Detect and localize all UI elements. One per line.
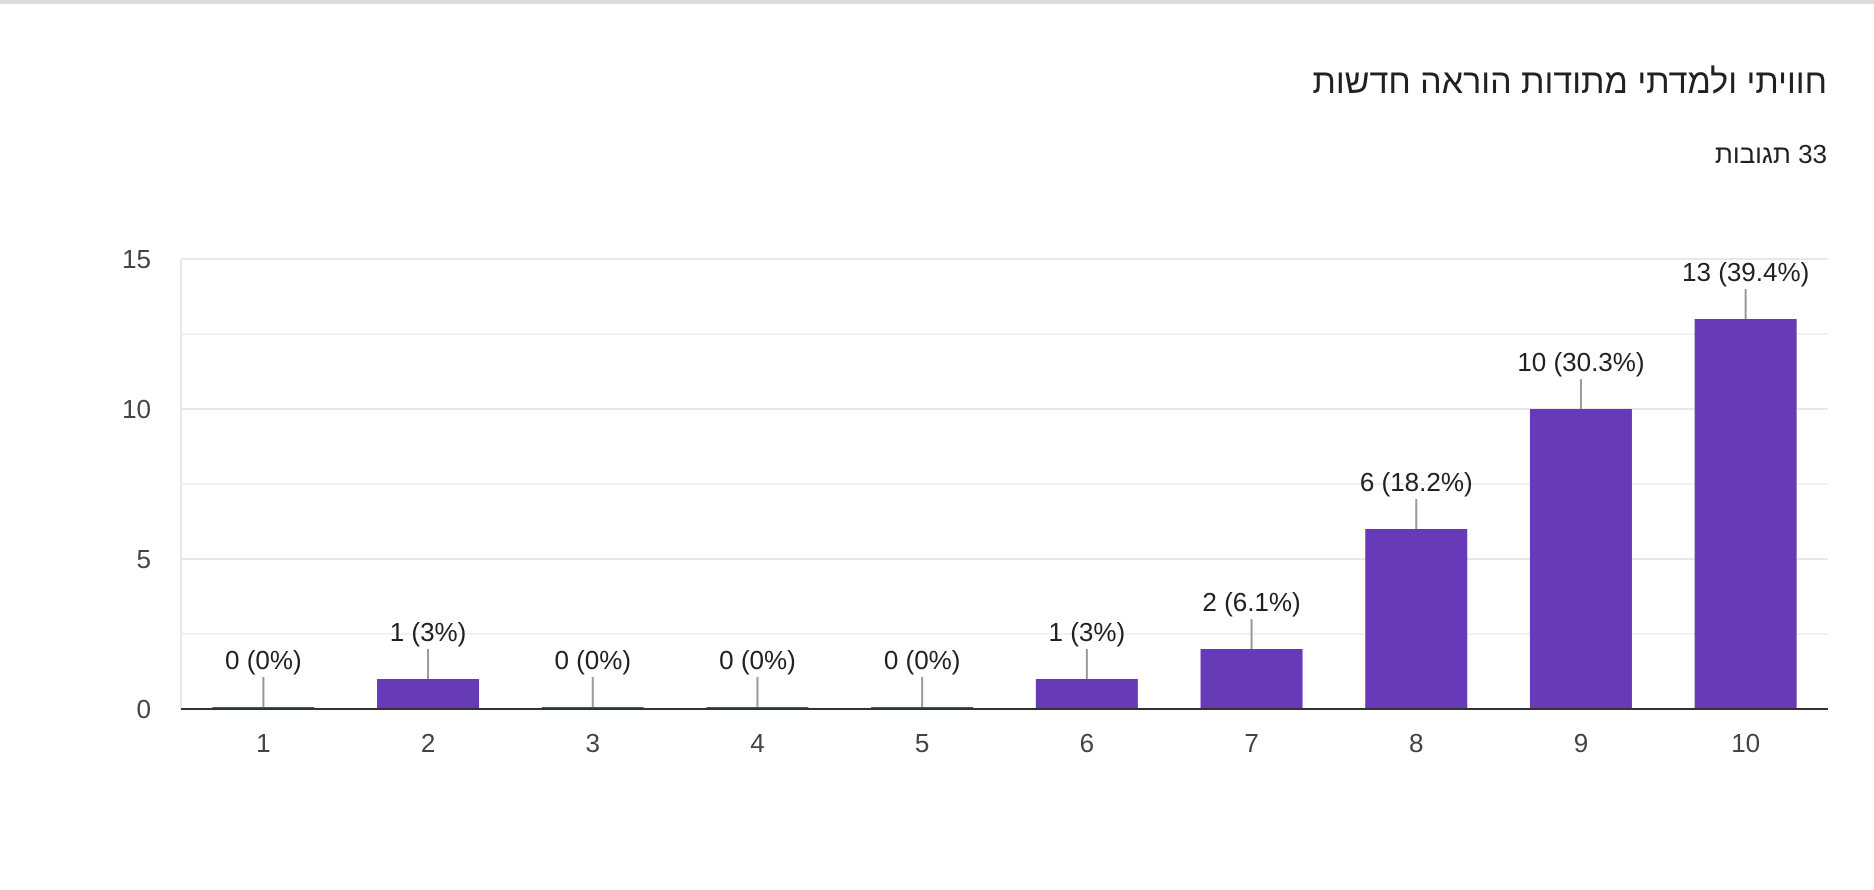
data-label: 6 (18.2%) — [1360, 467, 1473, 497]
card-top-border — [0, 0, 1874, 4]
response-count: 33 תגובות — [1714, 139, 1827, 169]
x-tick-label: 9 — [1574, 728, 1588, 758]
y-tick-label: 5 — [137, 544, 151, 574]
bars — [212, 319, 1797, 709]
bar — [1529, 409, 1632, 709]
bar — [1365, 529, 1468, 709]
data-label: 0 (0%) — [884, 645, 961, 675]
data-label: 13 (39.4%) — [1682, 257, 1809, 287]
x-tick-label: 3 — [586, 728, 600, 758]
data-label: 0 (0%) — [554, 645, 631, 675]
x-tick-label: 6 — [1080, 728, 1094, 758]
y-tick-label: 15 — [122, 244, 151, 274]
bar — [1694, 319, 1797, 709]
bar — [377, 679, 480, 709]
data-label: 2 (6.1%) — [1202, 587, 1300, 617]
y-tick-label: 0 — [137, 694, 151, 724]
data-labels: 0 (0%) 1 (3%) 0 (0%) 0 (0%) 0 (0%) 1 (3%) 2 (6… — [225, 257, 1809, 707]
x-tick-label: 5 — [915, 728, 929, 758]
x-tick-label: 4 — [750, 728, 764, 758]
data-label: 0 (0%) — [225, 645, 302, 675]
bar — [1200, 649, 1303, 709]
data-label: 1 (3%) — [390, 617, 467, 647]
data-label: 10 (30.3%) — [1517, 347, 1644, 377]
x-tick-label: 8 — [1409, 728, 1423, 758]
data-label: 1 (3%) — [1049, 617, 1126, 647]
x-tick-label: 7 — [1244, 728, 1258, 758]
bar — [1035, 679, 1138, 709]
x-tick-label: 1 — [256, 728, 270, 758]
x-tick-label: 10 — [1731, 728, 1760, 758]
data-label: 0 (0%) — [719, 645, 796, 675]
x-tick-label: 2 — [421, 728, 435, 758]
y-tick-label: 10 — [122, 394, 151, 424]
question-title: חוויתי ולמדתי מתודות הוראה חדשות — [1312, 63, 1827, 101]
axes: 0 5 10 15 1 2 3 4 5 6 7 8 9 10 — [122, 244, 1828, 758]
